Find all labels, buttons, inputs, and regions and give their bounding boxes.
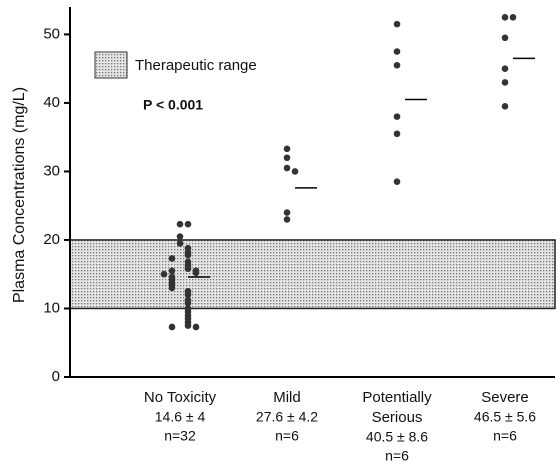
data-point xyxy=(283,216,291,223)
x-tick-label: Serious xyxy=(372,409,423,426)
group-n: n=6 xyxy=(493,428,517,444)
data-point xyxy=(192,323,200,331)
group-stats: 46.5 ± 5.6 xyxy=(474,409,536,425)
data-point xyxy=(184,220,192,228)
data-point xyxy=(283,145,291,153)
data-point xyxy=(501,103,509,110)
y-tick-label: 30 xyxy=(43,162,60,179)
therapeutic-band xyxy=(69,239,556,310)
data-point xyxy=(184,322,192,329)
group-stats: 40.5 ± 8.6 xyxy=(366,429,428,445)
data-point xyxy=(393,113,401,120)
data-point xyxy=(393,20,401,28)
legend-swatch xyxy=(94,51,128,79)
legend-label: Therapeutic range xyxy=(135,57,257,74)
data-point xyxy=(160,270,168,278)
data-point xyxy=(501,65,509,72)
y-tick-label: 10 xyxy=(43,299,60,316)
x-tick-label: No Toxicity xyxy=(144,389,217,406)
group-n: n=32 xyxy=(164,428,196,444)
y-tick-label: 0 xyxy=(52,368,60,385)
y-tick-label: 20 xyxy=(43,231,60,248)
data-point xyxy=(192,269,200,277)
data-point xyxy=(184,265,192,273)
group-stats: 14.6 ± 4 xyxy=(155,409,206,425)
data-point xyxy=(501,34,509,42)
data-point xyxy=(176,233,184,240)
data-point xyxy=(184,251,192,259)
data-point xyxy=(509,13,517,21)
data-point xyxy=(184,299,192,307)
data-point xyxy=(501,13,509,21)
data-point xyxy=(501,79,509,86)
data-point xyxy=(393,130,401,138)
x-tick-label: Severe xyxy=(481,389,529,406)
data-point xyxy=(393,61,401,69)
y-tick-label: 40 xyxy=(43,94,60,111)
data-point xyxy=(168,255,176,262)
data-point xyxy=(168,323,176,331)
x-tick-label: Potentially xyxy=(362,389,432,406)
annotation: P < 0.001 xyxy=(143,97,203,113)
data-point xyxy=(291,168,299,175)
data-point xyxy=(176,220,184,228)
y-tick-label: 50 xyxy=(43,25,60,42)
group-n: n=6 xyxy=(275,428,299,444)
group-stats: 27.6 ± 4.2 xyxy=(256,409,318,425)
data-point xyxy=(393,178,401,186)
data-point xyxy=(283,154,291,162)
data-point xyxy=(184,291,192,299)
data-point xyxy=(176,240,184,247)
data-point xyxy=(168,284,176,292)
data-point xyxy=(393,48,401,55)
x-tick-label: Mild xyxy=(273,389,301,406)
data-point xyxy=(168,267,176,275)
y-axis-label: Plasma Concentrations (mg/L) xyxy=(11,87,28,303)
data-point xyxy=(283,164,291,172)
data-point xyxy=(283,209,291,216)
group-n: n=6 xyxy=(385,448,409,464)
